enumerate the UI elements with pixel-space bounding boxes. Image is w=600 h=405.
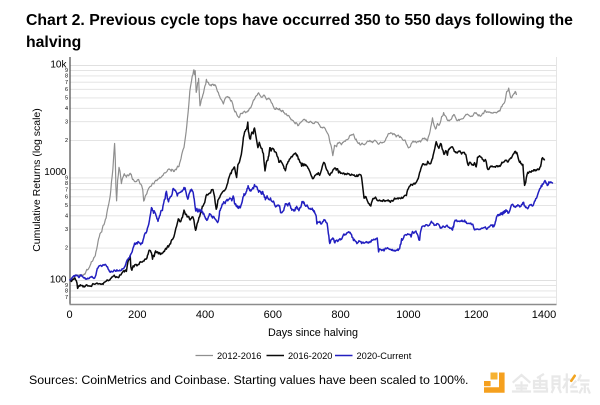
svg-text:8: 8 <box>65 181 68 187</box>
svg-text:200: 200 <box>128 309 146 321</box>
svg-text:2: 2 <box>65 138 68 144</box>
svg-text:7: 7 <box>65 187 68 193</box>
svg-text:2020-Current: 2020-Current <box>357 351 412 361</box>
svg-text:Cumulative Returns (log scale): Cumulative Returns (log scale) <box>31 108 43 252</box>
svg-text:Days since halving: Days since halving <box>268 327 358 339</box>
svg-text:8: 8 <box>65 289 68 295</box>
svg-text:4: 4 <box>65 106 68 112</box>
svg-text:100: 100 <box>50 274 67 285</box>
svg-text:800: 800 <box>331 309 349 321</box>
svg-text:1000: 1000 <box>44 167 67 178</box>
svg-text:4: 4 <box>65 213 68 219</box>
svg-text:3: 3 <box>65 119 68 125</box>
svg-text:1400: 1400 <box>532 309 556 321</box>
svg-text:5: 5 <box>65 96 68 102</box>
svg-text:7: 7 <box>65 80 68 86</box>
svg-text:9: 9 <box>65 176 68 182</box>
svg-text:6: 6 <box>65 87 68 93</box>
svg-text:3: 3 <box>65 227 68 233</box>
svg-text:9: 9 <box>65 68 68 74</box>
svg-text:0: 0 <box>66 309 72 321</box>
svg-text:2012-2016: 2012-2016 <box>217 351 261 361</box>
svg-text:8: 8 <box>65 74 68 80</box>
svg-text:2: 2 <box>65 246 68 252</box>
svg-text:1200: 1200 <box>464 309 488 321</box>
svg-text:9: 9 <box>65 283 68 289</box>
svg-text:5: 5 <box>65 203 68 209</box>
svg-text:600: 600 <box>264 309 282 321</box>
svg-text:7: 7 <box>65 295 68 301</box>
svg-text:10k: 10k <box>50 59 67 70</box>
svg-text:1000: 1000 <box>396 309 420 321</box>
svg-text:400: 400 <box>196 309 214 321</box>
svg-text:6: 6 <box>65 194 68 200</box>
svg-text:2016-2020: 2016-2020 <box>288 351 332 361</box>
